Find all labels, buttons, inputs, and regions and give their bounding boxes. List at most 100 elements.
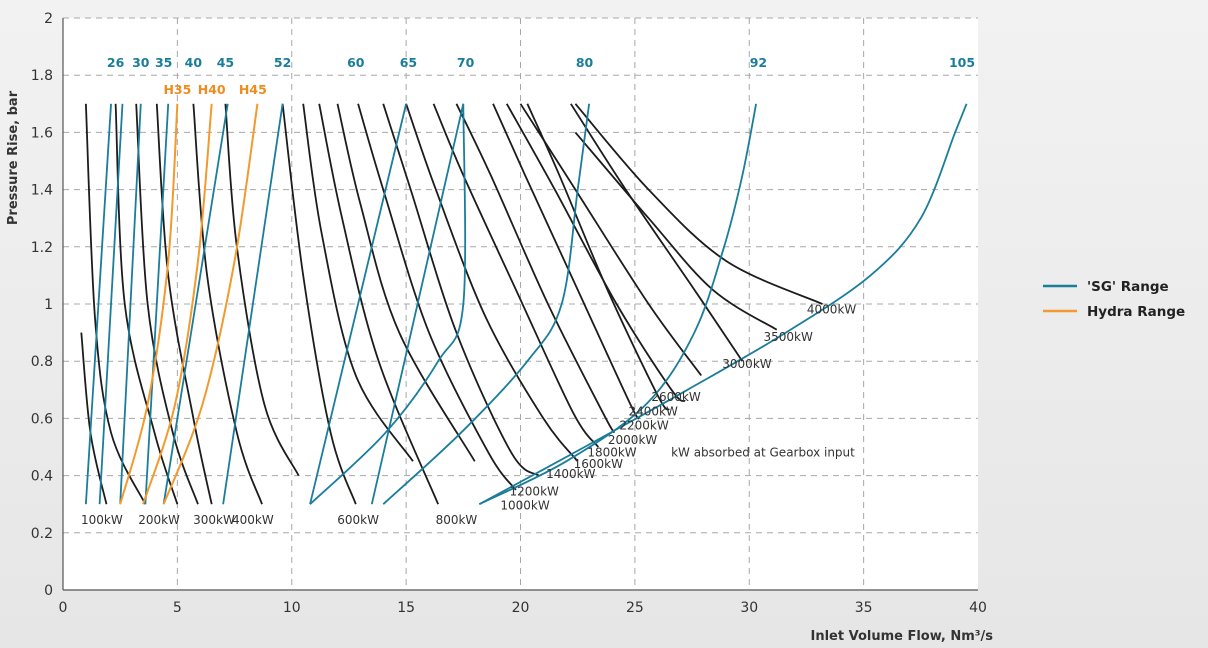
sg-range-layer — [84, 103, 968, 506]
power-curve — [318, 103, 439, 505]
power-curve — [357, 103, 517, 491]
y-tick-label: 1.2 — [31, 240, 53, 256]
x-tick-label: 0 — [59, 600, 68, 616]
hydra-model-label: H35 — [163, 82, 191, 97]
sg-model-label: 92 — [750, 55, 767, 70]
x-tick-label: 20 — [512, 600, 530, 616]
y-tick-label: 1 — [44, 297, 53, 313]
power-curve — [224, 103, 300, 476]
y-tick-label: 0.4 — [31, 469, 53, 485]
hydra-range-layer — [119, 103, 259, 505]
power-label: 1200kW — [510, 484, 559, 498]
x-tick-label: 5 — [173, 600, 182, 616]
sg-model-label: 30 — [132, 55, 150, 70]
power-label: 400kW — [232, 513, 274, 527]
power-curve — [526, 103, 670, 411]
y-tick-label: 1.4 — [31, 183, 53, 199]
power-curve — [432, 103, 600, 448]
sg-model-label: 40 — [185, 55, 203, 70]
sg-model-line — [309, 103, 408, 505]
x-tick-label: 15 — [397, 600, 415, 616]
hydra-model-label: H45 — [239, 82, 267, 97]
power-label: 600kW — [337, 513, 379, 527]
y-tick-label: 2 — [44, 11, 53, 27]
grid-layer — [63, 17, 978, 590]
power-curve — [135, 103, 199, 505]
power-label: 1400kW — [546, 467, 595, 481]
power-label: 2200kW — [619, 419, 668, 433]
power-curve — [505, 103, 686, 403]
x-tick-label: 40 — [969, 600, 987, 616]
power-curve — [382, 103, 540, 477]
sg-model-label: 60 — [347, 55, 365, 70]
sg-model-line — [119, 103, 142, 505]
power-curve — [574, 103, 823, 305]
annotation-text: kW absorbed at Gearbox input — [671, 446, 855, 460]
power-curve — [155, 103, 213, 505]
axis-layer: 00.20.40.60.811.21.41.61.820 5 10 15 20 25 30 3… — [6, 11, 993, 644]
power-curve — [281, 103, 357, 505]
power-curve — [336, 103, 476, 462]
y-tick-label: 1.8 — [31, 68, 53, 84]
x-axis-title: Inlet Volume Flow, Nm³/s — [810, 629, 993, 644]
sg-model-label: 45 — [217, 55, 234, 70]
sg-model-line — [478, 103, 968, 505]
hydra-model-line — [162, 103, 259, 505]
sg-model-line — [382, 103, 591, 505]
power-label: 800kW — [436, 513, 478, 527]
sg-model-line — [84, 103, 112, 505]
power-label: 2600kW — [651, 390, 700, 404]
power-curve — [192, 103, 263, 505]
hydra-model-label: H40 — [198, 82, 226, 97]
sg-model-line — [98, 103, 124, 505]
sg-model-line — [309, 103, 467, 505]
power-label: 3000kW — [722, 357, 771, 371]
power-label: 300kW — [193, 513, 235, 527]
hydra-model-line — [119, 103, 179, 505]
power-curve — [519, 103, 702, 377]
power-label: 200kW — [138, 513, 180, 527]
power-label: 2400kW — [628, 404, 677, 418]
legend: 'SG' Range Hydra Range — [1043, 279, 1185, 320]
sg-model-label: 35 — [155, 55, 172, 70]
sg-model-label: 70 — [457, 55, 475, 70]
sg-model-line — [144, 103, 170, 505]
x-tick-label: 35 — [855, 600, 873, 616]
power-curve — [574, 131, 778, 331]
x-tick-label: 25 — [626, 600, 644, 616]
power-curve — [570, 103, 744, 362]
sg-model-label: 105 — [949, 55, 975, 70]
legend-label: 'SG' Range — [1087, 279, 1169, 295]
sg-model-line — [478, 103, 757, 506]
power-label: 3500kW — [763, 330, 812, 344]
sg-model-label: 52 — [274, 55, 291, 70]
power-curve — [405, 103, 579, 462]
sg-model-label: 26 — [107, 55, 125, 70]
power-label: 4000kW — [807, 303, 856, 317]
power-label: 2000kW — [608, 433, 657, 447]
sg-model-line — [162, 103, 229, 505]
y-tick-label: 1.6 — [31, 125, 53, 141]
sg-model-line — [222, 103, 284, 505]
power-label: 100kW — [81, 513, 123, 527]
x-tick-label: 30 — [740, 600, 758, 616]
power-label: 1600kW — [574, 457, 623, 471]
legend-label: Hydra Range — [1087, 304, 1185, 320]
sg-model-label: 80 — [576, 55, 594, 70]
power-curve — [492, 103, 641, 420]
y-tick-label: 0.2 — [31, 526, 53, 542]
power-label: 1800kW — [587, 446, 636, 460]
power-curve — [455, 103, 616, 434]
power-curve — [114, 103, 179, 505]
y-axis-title: Pressure Rise, bar — [6, 90, 21, 225]
power-label: 1000kW — [500, 499, 549, 513]
y-tick-label: 0.6 — [31, 411, 53, 427]
sg-model-label: 65 — [400, 55, 417, 70]
power-curve — [302, 103, 414, 462]
hydra-model-line — [142, 103, 213, 505]
x-tick-label: 10 — [283, 600, 301, 616]
y-tick-label: 0.8 — [31, 354, 53, 370]
